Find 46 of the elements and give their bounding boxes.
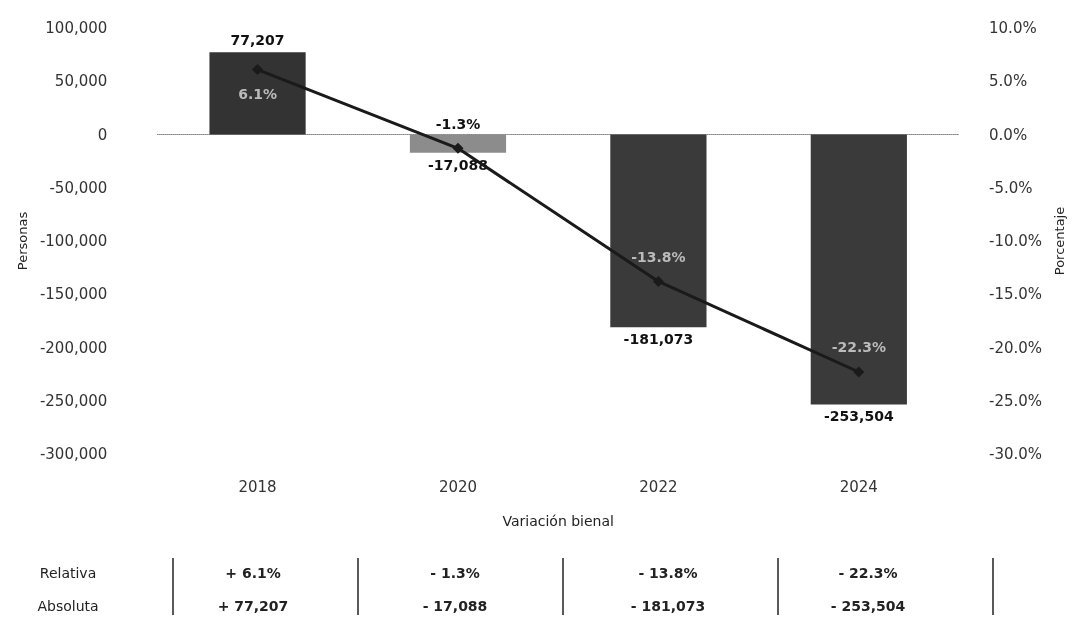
y-tick-label: 50,000 [54, 72, 108, 91]
y2-tick-label: 5.0% [989, 72, 1028, 91]
text: - 17,088 [422, 598, 488, 614]
data-label: -181,073 [623, 331, 694, 348]
y-axis-title: Personas [15, 211, 30, 271]
y2-tick-label: -15.0% [989, 285, 1043, 304]
x-tick-label: 2020 [438, 477, 478, 496]
x-axis-title: Variación bienal [502, 513, 614, 529]
data-label: -1.3% [435, 115, 481, 132]
y2-tick-label: -30.0% [989, 445, 1043, 463]
point [452, 142, 464, 154]
y2-tick-label: 0.0% [989, 125, 1028, 144]
point [652, 275, 664, 287]
text: - 13.8% [638, 565, 698, 581]
text: - 181,073 [630, 598, 706, 614]
text: - 22.3% [838, 565, 898, 581]
text: - 1.3% [430, 565, 480, 581]
y2-tick-label: -10.0% [989, 232, 1043, 250]
y-tick-label: -300,000 [39, 445, 108, 463]
text: Relativa [39, 565, 97, 581]
data-label: -13.8% [631, 248, 686, 265]
point [252, 64, 264, 76]
y-tick-label: -100,000 [39, 232, 108, 250]
y2-tick-label: -25.0% [989, 391, 1043, 410]
data-label: 6.1% [238, 86, 277, 103]
y-tick-label: -150,000 [39, 285, 108, 304]
data-label: -22.3% [831, 339, 887, 356]
point [853, 366, 865, 378]
y2-tick-label: -5.0% [989, 178, 1033, 197]
y2-tick-label: 10.0% [989, 19, 1037, 37]
y2-tick-label: -20.0% [989, 338, 1043, 357]
data-label: -253,504 [824, 408, 894, 425]
y-tick-label: -200,000 [39, 338, 108, 357]
y-tick-label: 0 [97, 125, 108, 144]
y-tick-label: 100,000 [45, 19, 108, 37]
text: + 77,207 [217, 598, 289, 614]
y-tick-label: -50,000 [49, 178, 108, 197]
text: - 253,504 [830, 598, 906, 614]
x-tick-label: 2018 [238, 477, 277, 496]
text: Absoluta [37, 598, 99, 614]
y2-axis-title: Porcentaje [1052, 206, 1067, 276]
data-label: 77,207 [230, 32, 285, 49]
x-tick-label: 2024 [839, 477, 878, 496]
y-tick-label: -250,000 [39, 391, 108, 410]
text: + 6.1% [225, 565, 281, 581]
x-tick-label: 2022 [639, 477, 678, 496]
